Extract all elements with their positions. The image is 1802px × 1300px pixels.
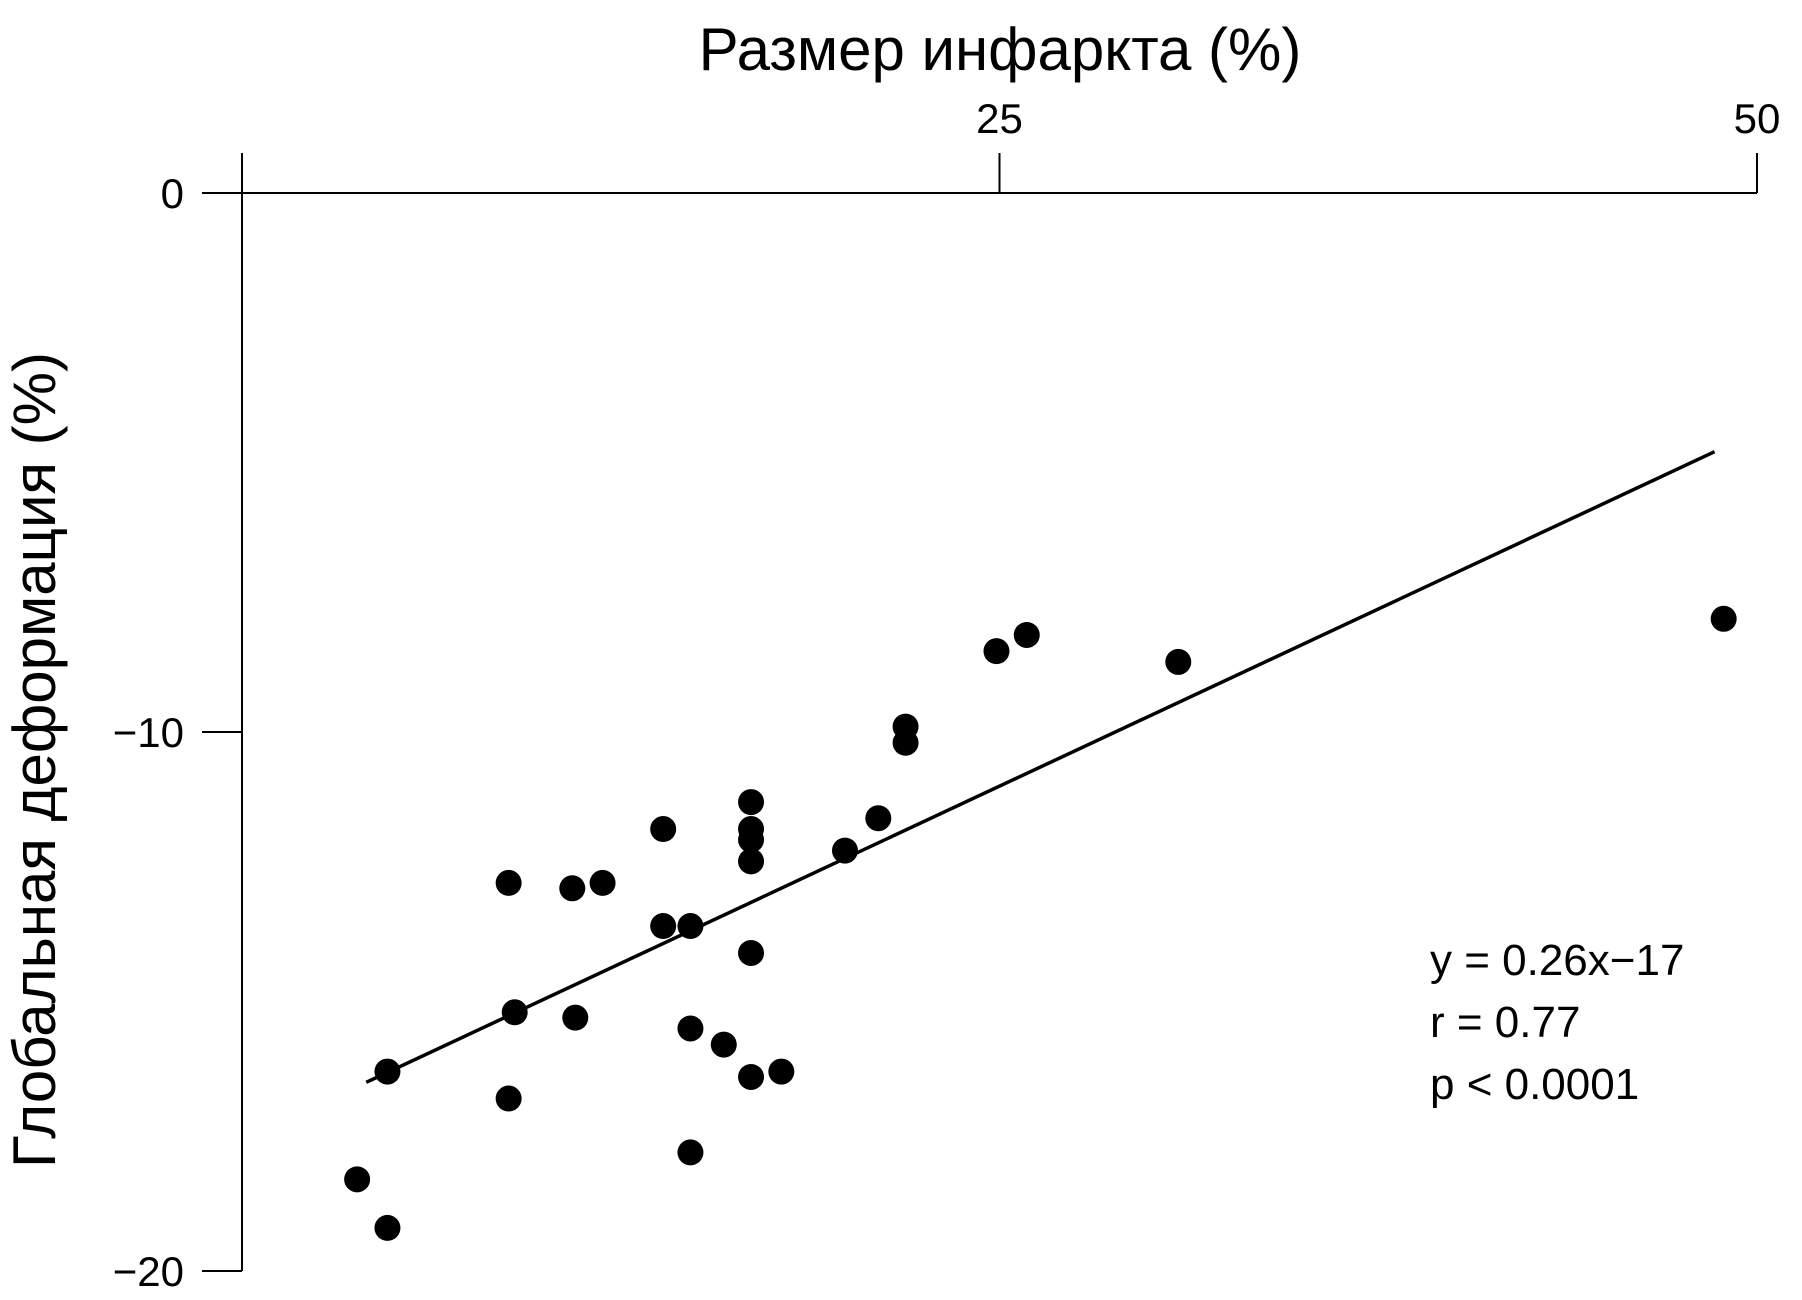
data-point <box>738 789 765 816</box>
y-axis-title: Глобальная деформация (%) <box>1 352 68 1168</box>
data-point <box>589 869 616 896</box>
data-points <box>344 605 1737 1241</box>
data-point <box>374 1058 401 1085</box>
y-tick-label: −10 <box>113 709 184 756</box>
data-point <box>344 1166 371 1193</box>
data-point <box>738 848 765 875</box>
data-point <box>892 729 919 756</box>
data-point <box>374 1214 401 1241</box>
data-point <box>738 826 765 853</box>
data-point <box>677 1139 704 1166</box>
data-point <box>1013 621 1040 648</box>
x-tick-label: 50 <box>1734 95 1781 142</box>
data-point <box>650 913 677 940</box>
data-point <box>495 869 522 896</box>
data-point <box>710 1031 737 1058</box>
data-point <box>738 939 765 966</box>
x-axis-title: Размер инфаркта (%) <box>699 16 1302 83</box>
data-point <box>562 1004 589 1031</box>
y-tick-label: −20 <box>113 1248 184 1295</box>
stats-annotation-line: y = 0.26x−17 <box>1430 936 1684 985</box>
data-point <box>495 1085 522 1112</box>
regression-line <box>365 450 1716 1084</box>
y-tick-label: 0 <box>161 170 184 217</box>
regression-line-group <box>365 450 1716 1084</box>
data-point <box>559 875 586 902</box>
stats-annotation-line: r = 0.77 <box>1430 998 1580 1047</box>
data-point <box>738 1063 765 1090</box>
data-point <box>650 816 677 843</box>
x-tick-label: 25 <box>976 95 1023 142</box>
data-point <box>865 805 892 832</box>
data-point <box>1165 648 1192 675</box>
ticks: 25 50 0 −10 −20 <box>113 95 1781 1295</box>
data-point <box>768 1058 795 1085</box>
stats-annotation-line: p < 0.0001 <box>1430 1060 1639 1109</box>
axes <box>202 153 1757 1271</box>
data-point <box>1710 605 1737 632</box>
data-point <box>501 999 528 1026</box>
data-point <box>677 913 704 940</box>
data-point <box>831 837 858 864</box>
data-point <box>677 1015 704 1042</box>
data-point <box>983 638 1010 665</box>
stats-annotation: y = 0.26x−17 r = 0.77 p < 0.0001 <box>1430 936 1684 1109</box>
